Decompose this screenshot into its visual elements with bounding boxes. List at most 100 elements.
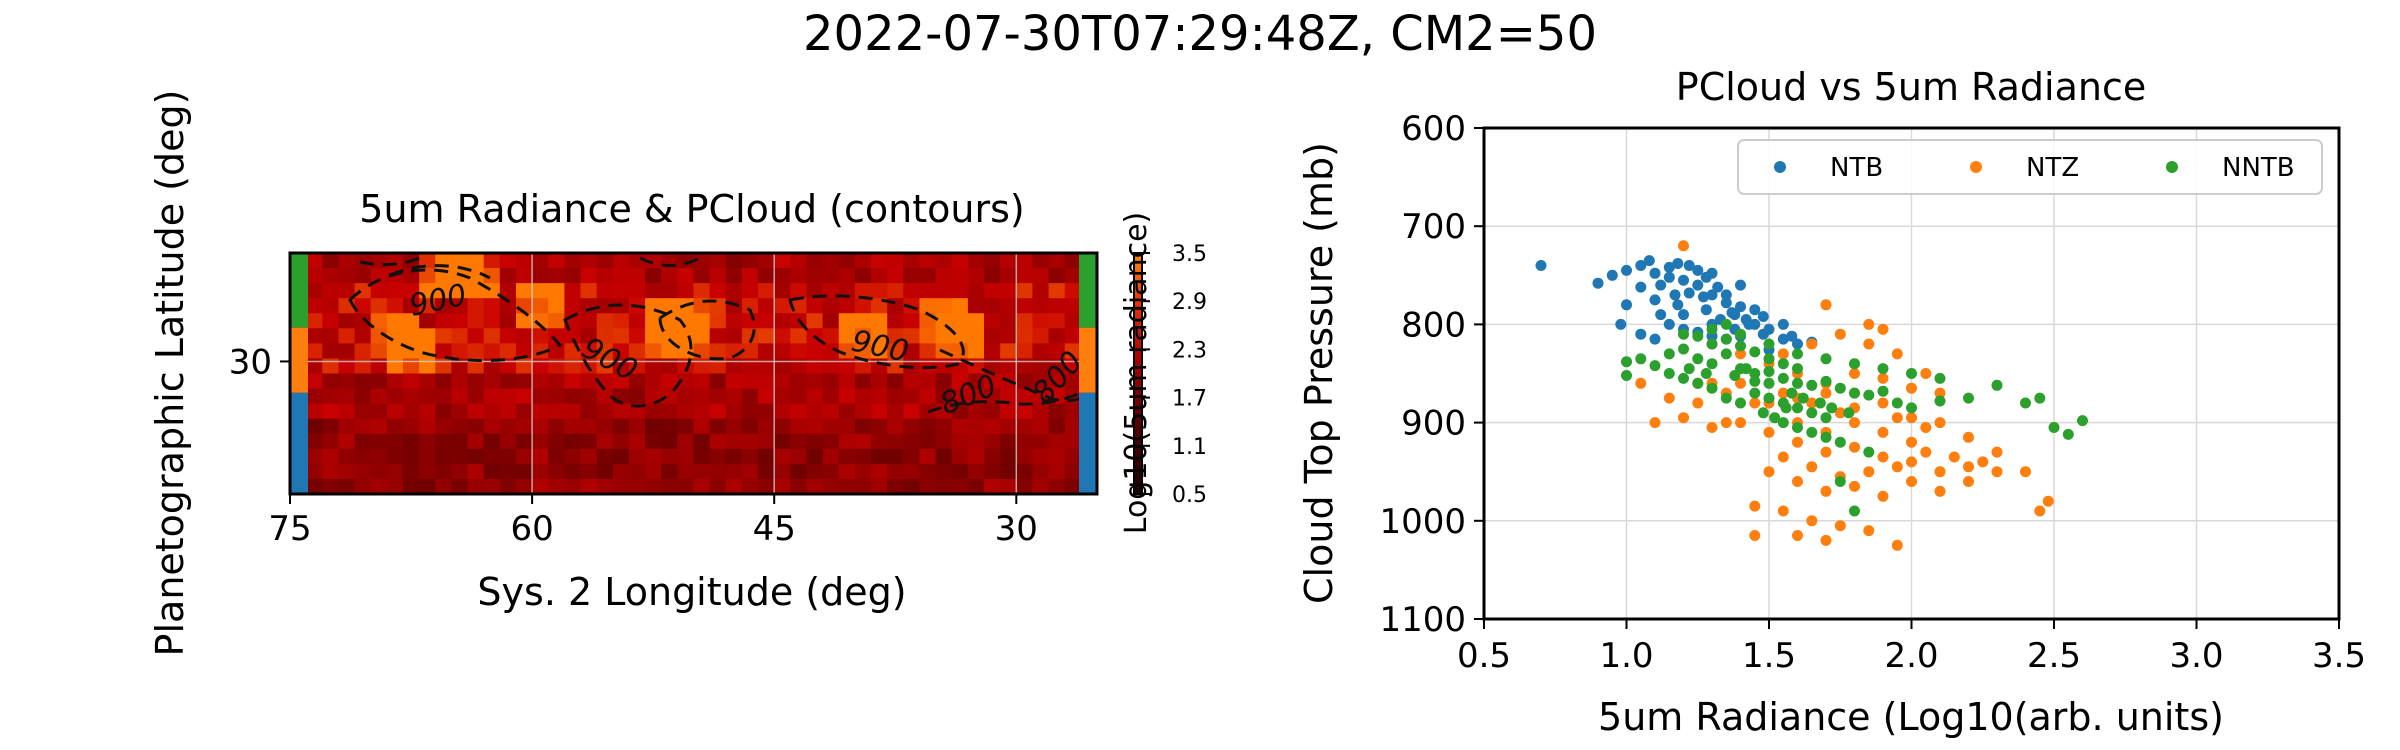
heatmap-cell <box>741 403 759 420</box>
heatmap-cell <box>1000 298 1017 314</box>
heatmap-cell <box>822 343 840 360</box>
heatmap-cell <box>725 418 743 435</box>
heatmap-cell <box>790 373 808 390</box>
heatmap-cell <box>822 433 840 450</box>
heatmap-y-ticks: 30 <box>229 342 290 382</box>
heatmap-cell <box>499 253 517 269</box>
heatmap-cell <box>1000 418 1017 435</box>
scatter-point <box>1834 476 1846 487</box>
scatter-point <box>1735 377 1746 389</box>
heatmap-cell <box>935 463 953 480</box>
heatmap-cell <box>386 358 404 375</box>
scatter-point <box>1934 485 1946 497</box>
scatter-point <box>1877 490 1889 502</box>
heatmap-cell <box>370 298 388 314</box>
heatmap-cell <box>1000 433 1017 450</box>
heatmap-cell <box>677 268 695 284</box>
scatter-point <box>1891 539 1903 551</box>
scatter-point <box>1635 328 1647 340</box>
scatter-point <box>1877 372 1889 384</box>
scatter-point <box>1849 505 1860 517</box>
scatter-point <box>1834 436 1846 448</box>
heatmap-cell <box>854 478 872 495</box>
heatmap-cell <box>984 403 1001 420</box>
heatmap-cell <box>580 403 598 420</box>
scatter-point <box>1743 318 1755 330</box>
scatter-point <box>1763 338 1775 350</box>
scatter-point <box>1792 530 1803 541</box>
scatter-y-tick-label: 700 <box>1401 207 1466 247</box>
heatmap-cell <box>758 298 775 314</box>
heatmap-cell <box>935 253 953 269</box>
heatmap-cell <box>564 463 582 480</box>
scatter-point <box>1777 318 1789 330</box>
heatmap-cell <box>741 433 759 450</box>
heatmap-cell <box>338 478 356 495</box>
heatmap-cell <box>951 463 969 480</box>
heatmap-cell <box>467 478 485 495</box>
heatmap-cell <box>984 373 1001 390</box>
scatter-point <box>1863 318 1875 330</box>
heatmap-cell <box>548 343 565 360</box>
heatmap-cell <box>967 403 985 420</box>
heatmap-cell <box>741 358 759 375</box>
heatmap-cell <box>370 478 388 495</box>
heatmap-cell <box>354 463 372 480</box>
heatmap-cell <box>1000 388 1017 405</box>
heatmap-cell <box>435 418 452 435</box>
heatmap-cell <box>709 403 727 420</box>
scatter-panel: PCloud vs 5um Radiance 0.5 1.0 1.5 2.0 2.5 3.… <box>1297 65 2366 739</box>
heatmap-cell <box>338 463 356 480</box>
heatmap-cell <box>887 388 904 405</box>
scatter-point <box>1786 330 1798 342</box>
scatter-point <box>1706 358 1718 370</box>
heatmap-cells <box>290 253 1098 495</box>
heatmap-cell <box>967 373 985 390</box>
scatter-point <box>1891 412 1903 424</box>
heatmap-cell <box>467 253 485 269</box>
heatmap-cell <box>709 283 727 299</box>
scatter-point <box>1906 456 1917 468</box>
heatmap-cell <box>370 283 388 299</box>
heatmap-cell <box>725 478 743 495</box>
heatmap-cell <box>774 373 791 390</box>
heatmap-cell <box>1064 448 1082 465</box>
heatmap-cell <box>435 283 452 299</box>
heatmap-cell <box>532 358 549 375</box>
heatmap-cell <box>1048 298 1066 314</box>
heatmap-cell <box>580 433 598 450</box>
scatter-point <box>2042 495 2054 507</box>
heatmap-cell <box>483 373 501 390</box>
heatmap-cell <box>935 268 953 284</box>
scatter-point <box>1934 387 1946 399</box>
heatmap-cell <box>951 433 969 450</box>
heatmap-cell <box>741 343 759 360</box>
heatmap-cell <box>548 253 565 269</box>
heatmap-cell <box>612 478 630 495</box>
heatmap-cell <box>854 403 872 420</box>
heatmap-cell <box>693 478 711 495</box>
heatmap-cell <box>854 433 872 450</box>
heatmap-cell <box>887 463 904 480</box>
heatmap-cell <box>612 283 630 299</box>
heatmap-cell <box>661 433 678 450</box>
heatmap-cell <box>871 448 888 465</box>
scatter-point <box>1655 309 1667 321</box>
heatmap-cell <box>386 448 404 465</box>
heatmap-cell <box>1016 418 1034 435</box>
heatmap-cell <box>419 463 436 480</box>
scatter-point <box>1777 505 1789 517</box>
heatmap-cell <box>1000 328 1017 344</box>
heatmap-cell <box>645 418 662 435</box>
heatmap-cell <box>661 448 678 465</box>
heatmap-cell <box>467 388 485 405</box>
scatter-point <box>1849 358 1860 370</box>
scatter-point <box>1849 368 1860 379</box>
heatmap-cell <box>451 313 469 329</box>
scatter-point <box>1635 353 1647 365</box>
scatter-point <box>1729 370 1741 381</box>
heatmap-cell <box>483 418 501 435</box>
scatter-point <box>1649 417 1661 429</box>
series-ntz <box>1635 240 2054 551</box>
heatmap-cell <box>1064 283 1082 299</box>
